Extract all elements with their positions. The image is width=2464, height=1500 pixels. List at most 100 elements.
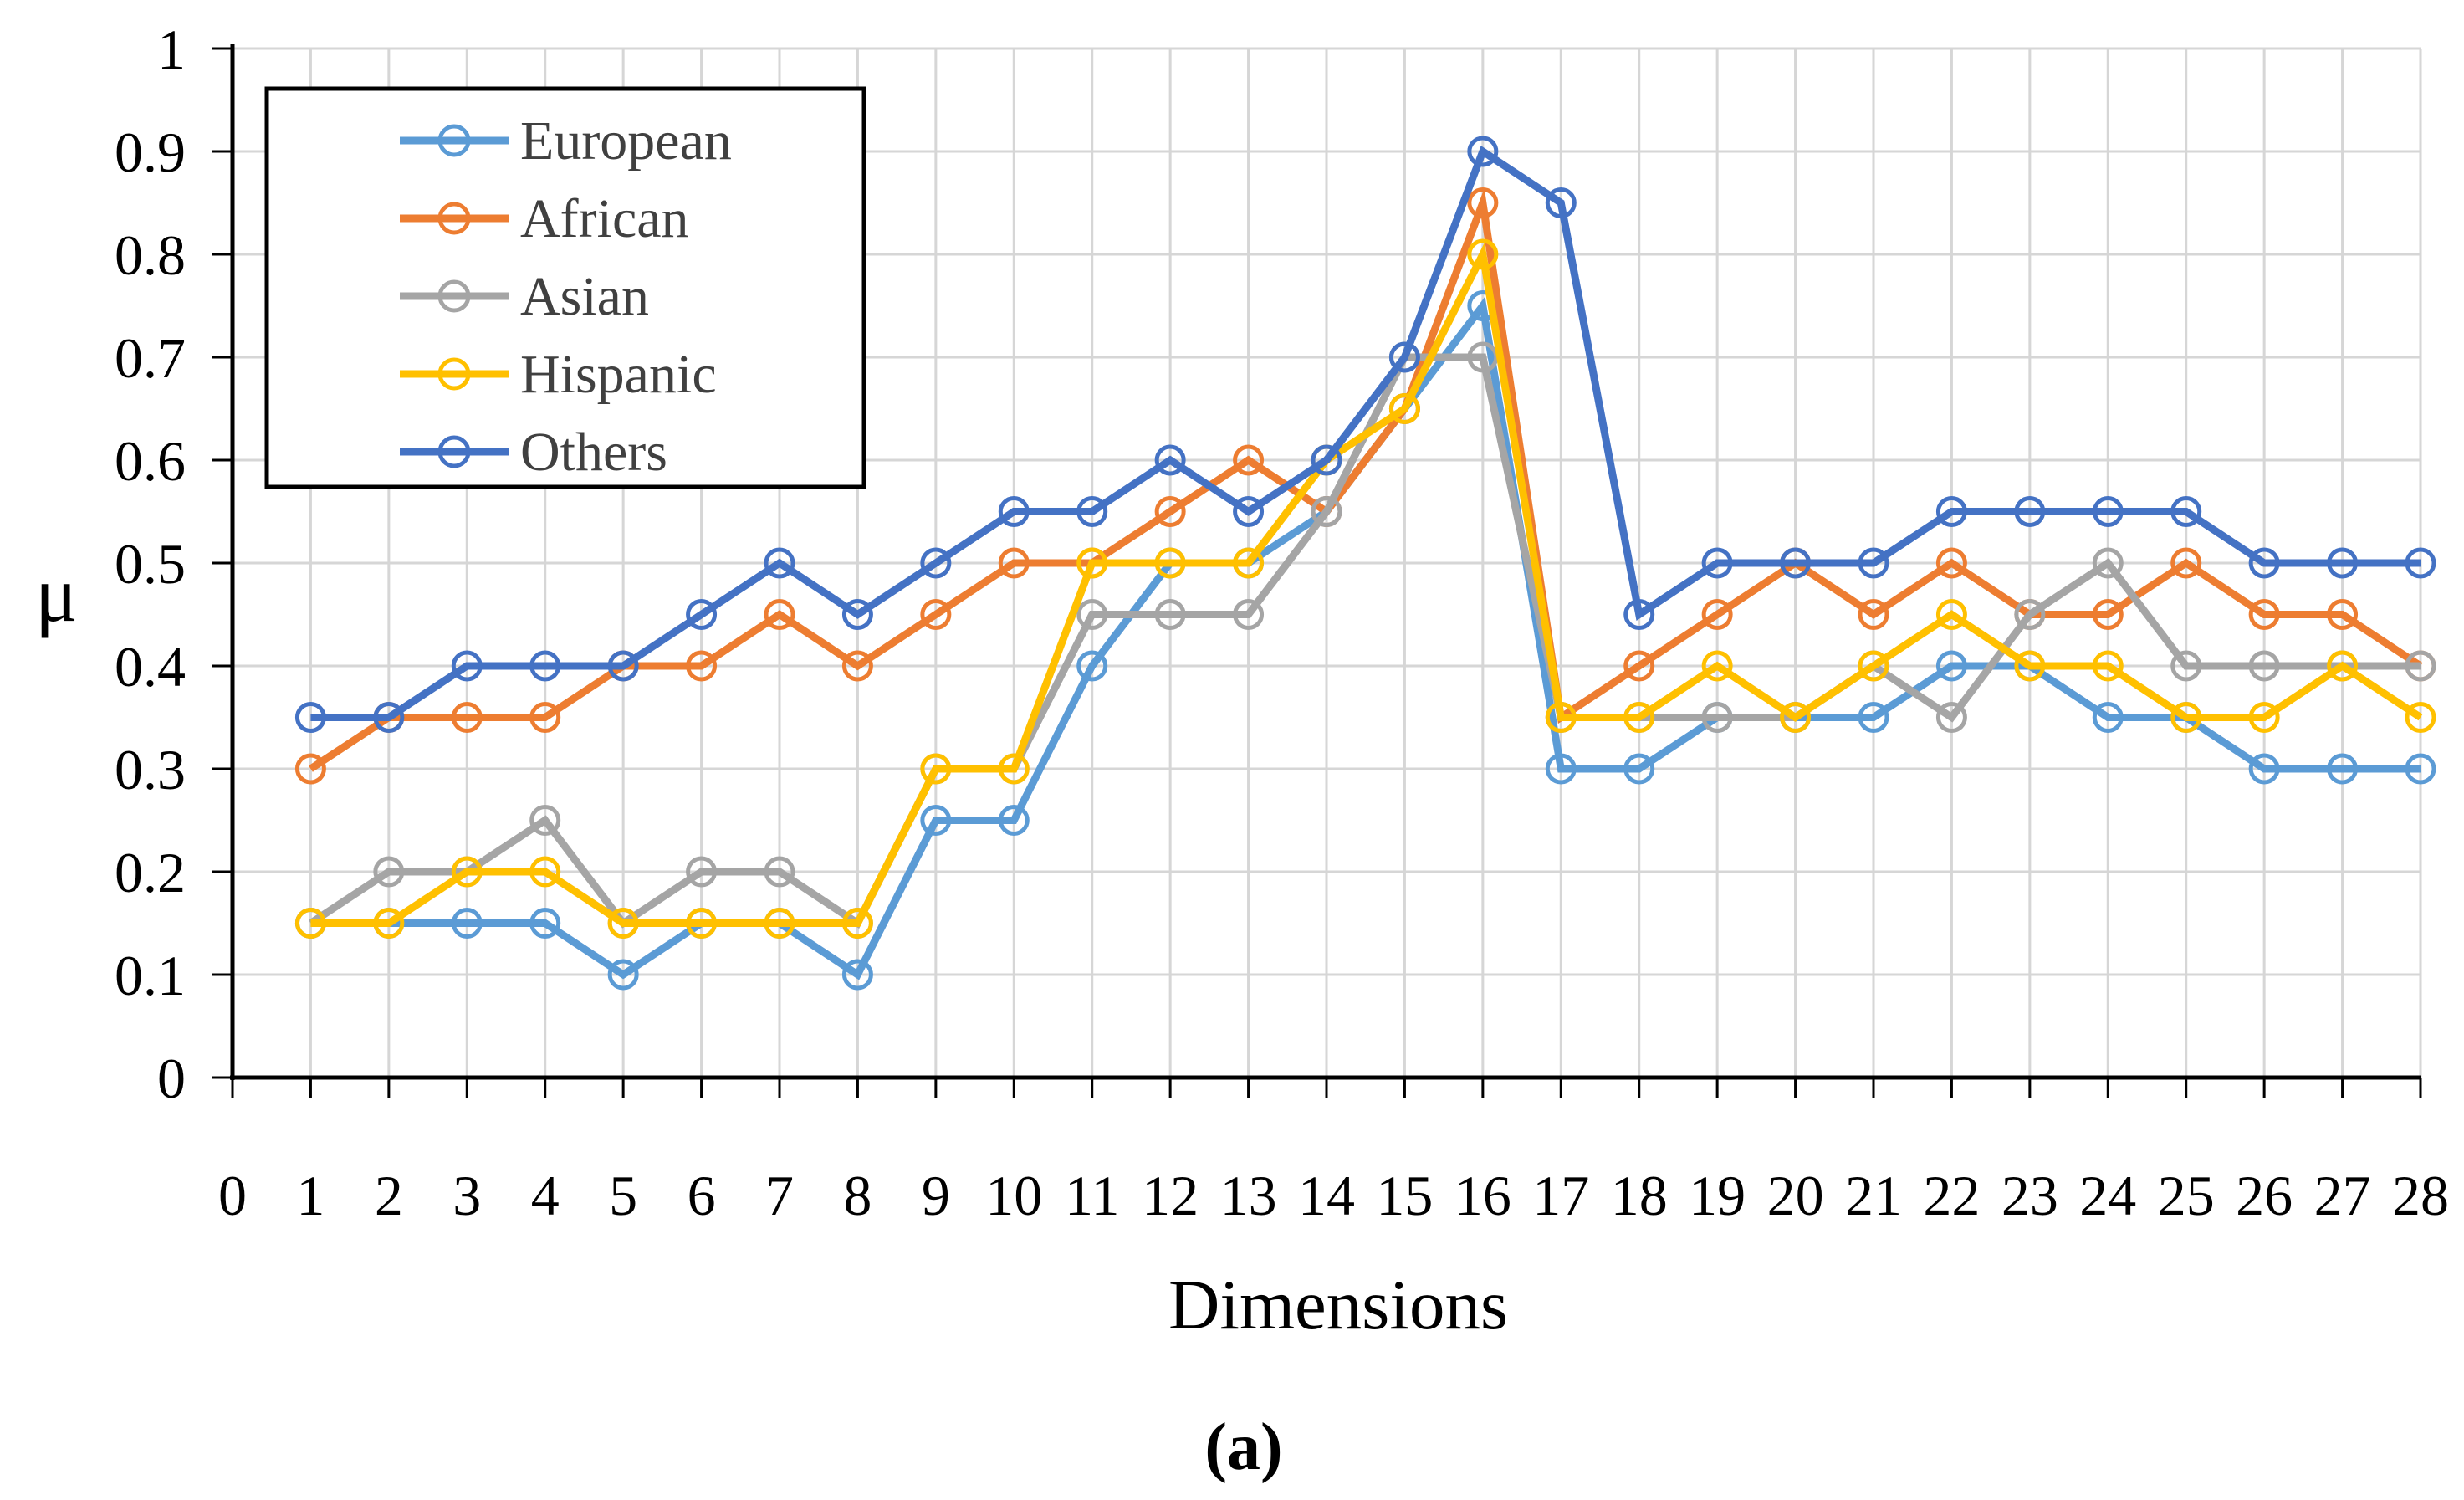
data-point-marker	[1154, 444, 1186, 476]
legend-label: Asian	[520, 266, 649, 327]
data-point-marker	[451, 702, 483, 733]
x-tick-label: 8	[843, 1164, 872, 1227]
data-point-marker	[841, 650, 873, 682]
data-point-marker	[841, 908, 873, 939]
data-point-marker	[998, 753, 1030, 785]
legend-label: European	[520, 110, 732, 172]
data-point-marker	[2014, 650, 2046, 682]
data-point-marker	[1467, 187, 1499, 218]
x-tick-label: 9	[922, 1164, 950, 1227]
y-tick-label: 1	[157, 18, 186, 81]
axis-tick-marks	[212, 47, 2422, 1098]
series-line-others	[310, 146, 2421, 721]
x-tick-label: 20	[1767, 1164, 1824, 1227]
data-point-marker	[1154, 496, 1186, 527]
series-lines	[294, 136, 2436, 991]
data-point-marker	[1623, 650, 1655, 682]
data-point-marker	[1233, 496, 1265, 527]
legend-label: Hispanic	[520, 344, 717, 405]
data-point-marker	[1311, 496, 1342, 527]
x-tick-label: 13	[1220, 1164, 1277, 1227]
data-point-marker	[1858, 599, 1889, 630]
data-point-marker	[1623, 599, 1655, 630]
y-tick-label: 0.8	[115, 223, 186, 287]
x-tick-label: 1	[296, 1164, 325, 1227]
data-point-marker	[1545, 702, 1577, 733]
data-point-marker	[451, 650, 483, 682]
x-tick-label: 27	[2314, 1164, 2371, 1227]
data-point-marker	[1623, 753, 1655, 785]
data-point-marker	[1076, 547, 1108, 579]
x-tick-label: 12	[1142, 1164, 1199, 1227]
data-point-marker	[2092, 650, 2124, 682]
legend-item-hispanic: Hispanic	[400, 344, 717, 405]
data-point-marker	[920, 599, 952, 630]
legend-marker-sample	[437, 357, 471, 391]
y-axis-title: μ	[35, 550, 78, 638]
data-point-marker	[451, 908, 483, 939]
data-point-marker	[373, 702, 405, 733]
data-point-marker	[1154, 599, 1186, 630]
data-point-marker	[2405, 753, 2436, 785]
data-point-marker	[998, 496, 1030, 527]
y-tick-label: 0.9	[115, 120, 186, 184]
data-point-marker	[920, 547, 952, 579]
data-point-marker	[998, 805, 1030, 836]
data-point-marker	[2405, 650, 2436, 682]
data-point-marker	[1467, 341, 1499, 373]
data-point-marker	[2327, 650, 2359, 682]
data-point-marker	[2248, 702, 2280, 733]
data-point-marker	[2092, 599, 2124, 630]
data-point-marker	[1780, 547, 1812, 579]
data-point-marker	[2327, 547, 2359, 579]
data-point-marker	[1935, 702, 1967, 733]
x-tick-label: 18	[1611, 1164, 1668, 1227]
data-point-marker	[1545, 753, 1577, 785]
legend-item-african: African	[400, 188, 689, 249]
legend-marker-sample	[437, 202, 471, 235]
x-tick-label: 10	[985, 1164, 1042, 1227]
x-tick-label: 25	[2158, 1164, 2215, 1227]
data-point-marker	[686, 908, 718, 939]
data-point-marker	[2327, 599, 2359, 630]
legend-label: Others	[520, 422, 667, 483]
x-tick-label: 6	[688, 1164, 716, 1227]
data-point-marker	[529, 702, 561, 733]
data-point-marker	[1780, 702, 1812, 733]
y-axis-tick-labels: 0 0.1 0.2 0.3 0.4 0.5 0.6 0.7 0.8 0.9 1	[115, 18, 186, 1110]
series-others	[294, 136, 2436, 733]
data-point-marker	[1935, 496, 1967, 527]
data-point-marker	[2405, 547, 2436, 579]
data-point-marker	[686, 599, 718, 630]
data-point-marker	[529, 805, 561, 836]
x-tick-label: 5	[609, 1164, 637, 1227]
data-point-marker	[1233, 599, 1265, 630]
x-tick-label: 11	[1065, 1164, 1119, 1227]
data-point-marker	[529, 908, 561, 939]
data-point-marker	[764, 856, 795, 888]
data-point-marker	[1701, 702, 1733, 733]
legend-item-european: European	[400, 110, 732, 172]
data-point-marker	[1623, 702, 1655, 733]
x-tick-label: 17	[1532, 1164, 1589, 1227]
data-point-marker	[1388, 393, 1420, 424]
legend: European African Asian Hispanic Others	[264, 86, 866, 489]
x-tick-label: 19	[1689, 1164, 1746, 1227]
x-tick-label: 24	[2079, 1164, 2136, 1227]
data-point-marker	[294, 753, 326, 785]
data-point-marker	[1311, 444, 1342, 476]
data-point-marker	[2170, 496, 2202, 527]
data-point-marker	[1076, 599, 1108, 630]
y-tick-label: 0.7	[115, 326, 186, 390]
data-point-marker	[2405, 702, 2436, 733]
data-point-marker	[607, 959, 639, 991]
data-point-marker	[529, 856, 561, 888]
data-point-marker	[2170, 547, 2202, 579]
y-tick-label: 0.5	[115, 532, 186, 596]
data-point-marker	[2248, 599, 2280, 630]
x-tick-label: 3	[452, 1164, 481, 1227]
data-point-marker	[2327, 753, 2359, 785]
y-tick-label: 0.2	[115, 841, 186, 904]
x-tick-label: 0	[218, 1164, 247, 1227]
